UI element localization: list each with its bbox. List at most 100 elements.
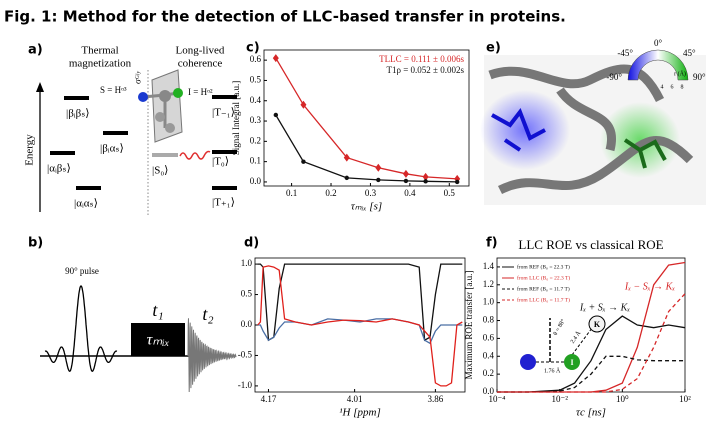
energy-diagram: Thermal magnetization Long-lived coheren… — [24, 45, 237, 215]
annotation: Iₓ − Sₓ → Kₓ — [624, 281, 675, 292]
atom-i — [564, 354, 580, 370]
scale-tick: 6 — [671, 84, 674, 90]
inset-label: I — [570, 358, 573, 367]
atom — [155, 112, 165, 122]
chart: 0.0 0.2 0.4 0.6 0.8 1.0 1.2 1.4 10⁻⁴ 10⁻² 10⁰ 10² τc… — [464, 237, 691, 419]
marker — [344, 175, 349, 181]
marker — [402, 169, 409, 178]
series-line — [257, 318, 463, 345]
x-tick-label: 0.4 — [404, 188, 416, 198]
legend-entry: from LLC (B₀ = 11.7 T) — [517, 296, 570, 303]
series-line — [257, 265, 463, 387]
marker — [422, 172, 429, 181]
x-tick-label: 10⁻² — [551, 394, 568, 404]
axis-label: Energy — [24, 134, 36, 166]
t1-label: t₁ — [152, 300, 163, 320]
structure: -90° -45° 0° 45° 90° r (Å) 4 6 8 — [480, 38, 706, 205]
blue-residue — [491, 107, 546, 152]
angle-tick: -90° — [606, 72, 622, 82]
panel-label: a) — [28, 43, 43, 58]
y-tick-label: 0.5 — [250, 75, 262, 85]
marker — [375, 163, 382, 172]
panel-label: b) — [28, 236, 43, 251]
atom — [138, 92, 148, 102]
x-tick-label: 0.2 — [325, 188, 336, 198]
atom-label: S = Hᵅ³ — [100, 85, 127, 95]
scale-tick: 4 — [661, 84, 664, 90]
marker — [273, 112, 279, 118]
series-line — [275, 114, 458, 183]
y-tick-label: 1.0 — [483, 297, 495, 307]
x-tick-label: 10² — [679, 394, 691, 404]
panel-label: d) — [244, 236, 259, 251]
marker — [343, 153, 350, 162]
y-tick-label: 0.4 — [483, 350, 495, 360]
y-tick-label: 0.2 — [250, 135, 261, 145]
plane — [151, 69, 183, 143]
atom — [159, 90, 171, 102]
singlet-level — [152, 153, 178, 157]
marker — [403, 178, 409, 184]
chart: -1.0 -0.5 0.0 0.5 1.0 4.17 4.01 3.86 ¹H [ppm] — [238, 257, 466, 419]
marker — [300, 100, 307, 109]
pulse-label: 90° pulse — [65, 266, 99, 276]
fid — [187, 318, 237, 393]
angle-tick: 90° — [693, 72, 706, 82]
plot-frame — [263, 49, 470, 187]
marker — [272, 54, 279, 63]
x-axis-label: τₘᵢₓ [s] — [351, 201, 382, 213]
marker — [423, 179, 428, 184]
x-tick-label: 10⁰ — [616, 394, 629, 404]
y-axis-label: Maximum ROE transfer [a.u.] — [464, 271, 474, 380]
atom-s — [520, 354, 536, 370]
series-line — [257, 263, 463, 342]
y-tick-label: 1.2 — [483, 279, 494, 289]
y-tick-label: 0.8 — [483, 315, 495, 325]
angle-tick: 45° — [683, 48, 696, 58]
x-tick-label: 4.17 — [261, 394, 277, 404]
legend-entry: from LLC (B₀ = 22.3 T) — [517, 274, 570, 281]
y-tick-label: 0.6 — [250, 54, 262, 64]
level-label: |T₀⟩ — [212, 156, 229, 168]
y-tick-label: 0.1 — [250, 156, 261, 166]
marker — [376, 177, 381, 183]
annotation: Iₓ + Sₓ → Kₓ — [579, 302, 630, 313]
x-tick-label: 10⁻⁴ — [489, 394, 506, 404]
inset-label: K — [594, 320, 601, 329]
pulse — [44, 285, 118, 372]
chart-title: LLC ROE vs classical ROE — [518, 237, 663, 252]
level-label: |αᵢβₛ⟩ — [47, 163, 71, 175]
y-tick-label: 1.0 — [241, 258, 253, 268]
panel-label: c) — [246, 41, 260, 56]
legend-entry: TLLC = 0.111 ± 0.006s — [379, 54, 464, 64]
arrow-head — [36, 82, 44, 92]
green-residue — [623, 138, 667, 169]
y-axis-label: Signal Integral [a.u.] — [231, 81, 241, 155]
atom-label: σᴳˡʸ — [132, 70, 144, 85]
legend-entry: from REF (B₀ = 22.3 T) — [517, 263, 570, 270]
angle-tick: -45° — [617, 48, 633, 58]
pulse-sequence: 90° pulse τₘᵢₓ t₁ t₂ — [40, 266, 237, 393]
y-tick-label: 0.4 — [250, 95, 262, 105]
heading: Long-lived — [176, 45, 225, 57]
series-line — [497, 293, 686, 393]
heading: coherence — [178, 58, 223, 70]
levels — [50, 95, 237, 190]
y-tick-label: 0.6 — [483, 332, 495, 342]
y-tick-label: -0.5 — [238, 350, 253, 360]
x-tick-label: 0.3 — [365, 188, 377, 198]
marker — [301, 159, 306, 164]
scale-tick: 8 — [681, 84, 684, 90]
atom-k — [588, 315, 606, 333]
y-tick-label: 0.2 — [483, 368, 494, 378]
heading: magnetization — [69, 58, 132, 70]
y-tick-label: 1.4 — [483, 261, 495, 271]
y-tick-label: 0.0 — [483, 386, 495, 396]
x-tick-label: 4.01 — [347, 394, 363, 404]
level-label: |T₋₁⟩ — [212, 107, 235, 119]
atom — [173, 88, 183, 98]
atom — [165, 123, 175, 133]
inset: 1.76 Å θ = 88° 2.4 Å K I — [520, 315, 606, 374]
level-label: |βᵢαₛ⟩ — [100, 143, 124, 155]
inset-label: θ = 88° — [552, 317, 567, 336]
